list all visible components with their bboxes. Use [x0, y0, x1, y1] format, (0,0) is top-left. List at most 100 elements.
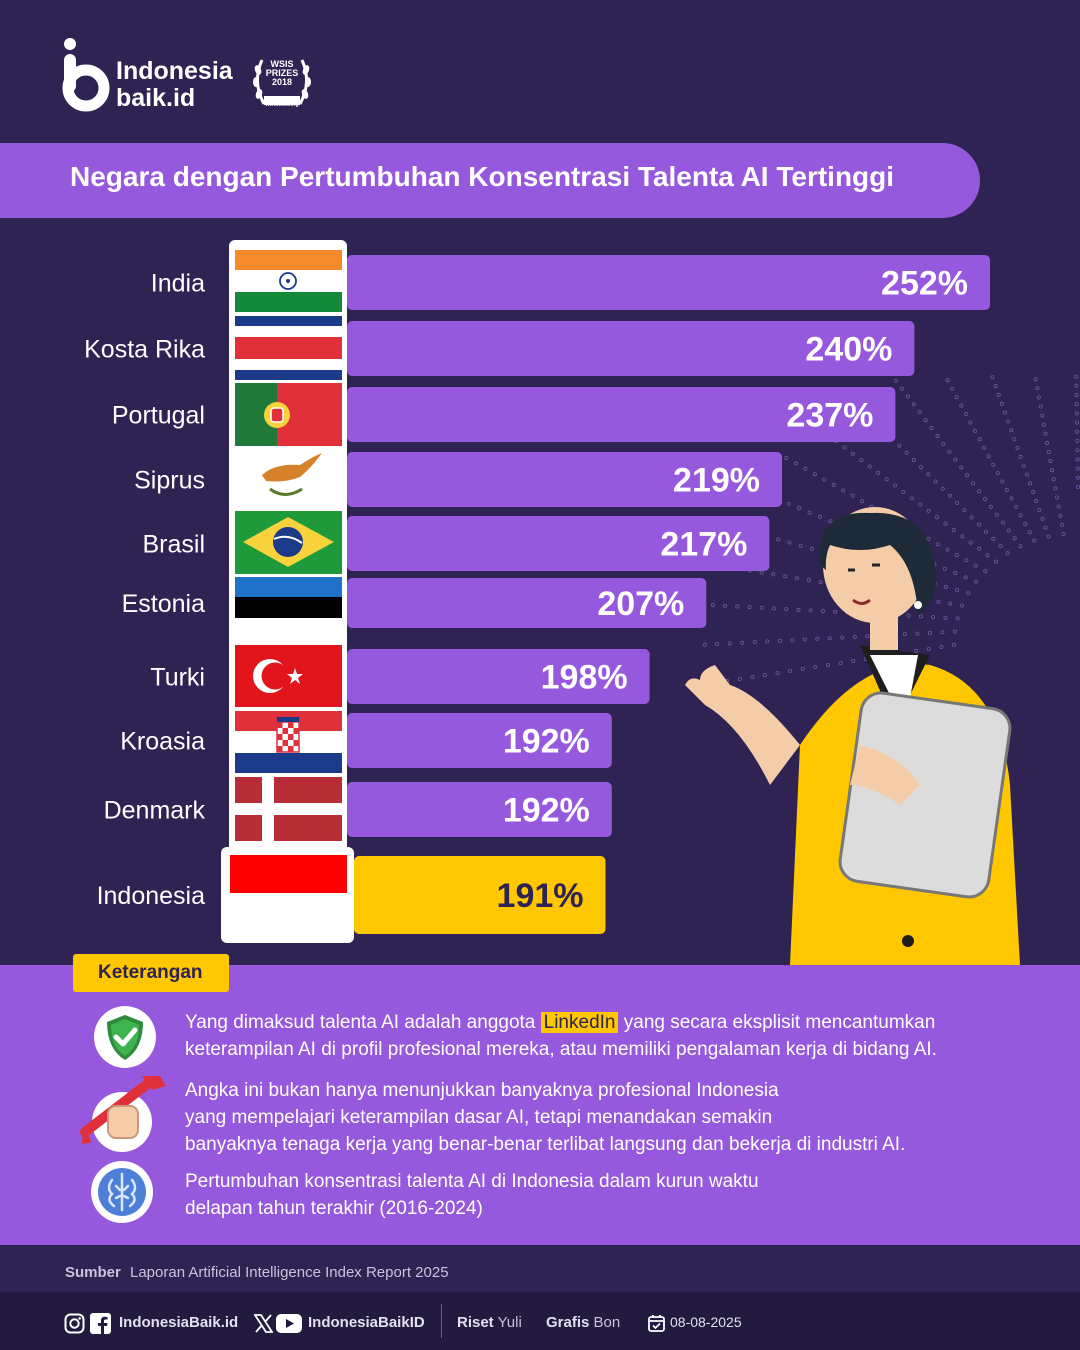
decor-dot [960, 603, 965, 608]
decor-dot [765, 639, 770, 644]
flag-turkey-icon [235, 645, 342, 707]
page-title: Negara dengan Pertumbuhan Konsentrasi Ta… [70, 161, 895, 192]
category-label: Kosta Rika [84, 336, 205, 364]
decor-dot [1043, 525, 1048, 530]
decor-dot [775, 670, 780, 675]
decor-dot [983, 496, 988, 501]
decor-dot [1006, 419, 1011, 424]
decor-dot [876, 470, 881, 475]
data-label: 191% [497, 877, 584, 915]
decor-dot [952, 642, 957, 647]
decor-dot [807, 510, 812, 515]
brand-name: Indonesia baik.id [116, 58, 233, 112]
decor-dot [776, 537, 781, 542]
decor-dot [737, 676, 742, 681]
decor-dot [1005, 551, 1010, 556]
footer-handle-1[interactable]: IndonesiaBaik.id [119, 1314, 239, 1331]
decor-dot [828, 519, 833, 524]
decor-dot [941, 441, 946, 446]
decor-dot [909, 496, 914, 501]
decor-dot [1006, 528, 1011, 533]
shield-check-icon [94, 1006, 156, 1068]
decor-dot [787, 540, 792, 545]
decor-dot [977, 546, 982, 551]
footer-handle-2[interactable]: IndonesiaBaikID [308, 1314, 425, 1331]
decor-dot [985, 553, 990, 558]
decor-dot [1051, 477, 1056, 482]
bar-portugal [347, 387, 896, 442]
flag-croatia-icon [235, 711, 342, 773]
indonesiabaik-logo-icon [62, 38, 110, 112]
decor-dot [740, 640, 745, 645]
decor-dot [797, 506, 802, 511]
decor-dot [715, 642, 720, 647]
note2-line1: Angka ini bukan hanya menunjukkan banyak… [185, 1080, 779, 1101]
decor-dot [1075, 448, 1080, 453]
source-label: Sumber [65, 1264, 121, 1281]
x-twitter-icon[interactable] [254, 1314, 273, 1333]
decor-dot [955, 500, 960, 505]
decor-dot [917, 410, 922, 415]
decor-dot [838, 660, 843, 665]
data-label: 217% [660, 526, 747, 564]
decor-dot [833, 609, 838, 614]
decor-dot [827, 636, 832, 641]
decor-dot [969, 515, 974, 520]
decor-dot [996, 392, 1001, 397]
decor-dot [940, 630, 945, 635]
decor-dot [1037, 507, 1042, 512]
decor-dot [1041, 422, 1046, 427]
decor-dot [1038, 404, 1043, 409]
decor-dot [915, 631, 920, 636]
decor-dot [860, 499, 865, 504]
data-label: 252% [881, 265, 968, 303]
legend-note-2: Angka ini bukan hanya menunjukkan banyak… [185, 1077, 905, 1158]
decor-dot [904, 450, 909, 455]
decor-dot [815, 636, 820, 641]
decor-dot [945, 378, 950, 383]
brand-line2: baik.id [116, 84, 196, 112]
decor-dot [960, 534, 965, 539]
decor-dot [867, 464, 872, 469]
decor-dot [1075, 420, 1080, 425]
youtube-icon[interactable] [276, 1314, 302, 1333]
brain-icon [91, 1161, 153, 1223]
source-value: Laporan Artificial Intelligence Index Re… [130, 1264, 449, 1281]
decor-dot [1009, 496, 1014, 501]
decor-dot [841, 488, 846, 493]
flag-cyprus-icon [235, 448, 342, 510]
category-label: Turki [150, 664, 205, 692]
decor-dot [806, 578, 811, 583]
decor-dot [759, 570, 764, 575]
decor-dot [1014, 504, 1019, 509]
decor-dot [943, 521, 948, 526]
category-label: Denmark [104, 797, 206, 825]
decor-dot [982, 445, 987, 450]
award-line3: 2018 [271, 77, 293, 87]
instagram-icon[interactable] [64, 1313, 85, 1334]
data-label: 207% [597, 585, 684, 623]
decor-dot [935, 433, 940, 438]
riset-credit: Riset Yuli [457, 1314, 522, 1331]
decor-dot [1031, 490, 1036, 495]
flag-estonia-icon [235, 577, 342, 638]
decor-dot [1028, 481, 1033, 486]
decor-dot [1045, 440, 1050, 445]
decor-dot [990, 375, 995, 380]
decor-dot [964, 558, 969, 563]
decor-dot [750, 674, 755, 679]
decor-dot [1061, 531, 1066, 536]
decor-dot [929, 426, 934, 431]
legend-badge: Keterangan [73, 954, 229, 992]
decor-dot [943, 615, 948, 620]
decor-dot [931, 615, 936, 620]
decor-dot [1053, 486, 1058, 491]
decor-dot [973, 428, 978, 433]
category-label: Brasil [142, 531, 205, 559]
decor-dot [1074, 383, 1079, 388]
decor-dot [1040, 413, 1045, 418]
decor-dot [790, 638, 795, 643]
facebook-icon[interactable] [90, 1313, 111, 1334]
decor-dot [818, 580, 823, 585]
decor-dot [905, 394, 910, 399]
